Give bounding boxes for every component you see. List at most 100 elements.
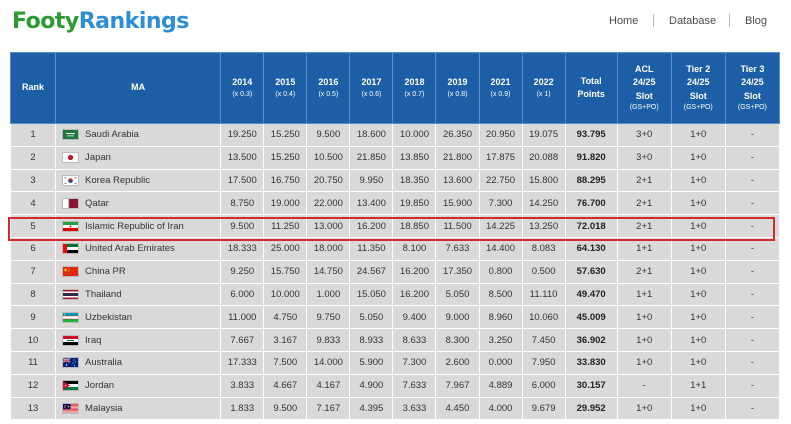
rankings-table-container: Rank MA 2014(x 0.3) 2015(x 0.4) 2016(x 0… bbox=[10, 52, 780, 424]
year-points-cell: 10.000 bbox=[264, 283, 307, 306]
country-name: Qatar bbox=[85, 198, 109, 209]
tier2-slot-cell: 1+0 bbox=[671, 397, 725, 420]
year-points-cell: 13.400 bbox=[350, 192, 393, 215]
year-points-cell: 20.750 bbox=[307, 169, 350, 192]
year-points-cell: 14.400 bbox=[479, 237, 522, 260]
year-points-cell: 9.000 bbox=[436, 306, 479, 329]
member-association-cell[interactable]: Uzbekistan bbox=[56, 306, 221, 329]
year-points-cell: 11.000 bbox=[221, 306, 264, 329]
year-points-cell: 14.225 bbox=[479, 215, 522, 238]
year-points-cell: 0.500 bbox=[522, 260, 565, 283]
year-points-cell: 9.950 bbox=[350, 169, 393, 192]
total-points-cell: 30.157 bbox=[565, 374, 617, 397]
japan-flag-icon bbox=[62, 152, 79, 163]
jordan-flag-icon bbox=[62, 380, 79, 391]
country-name: Malaysia bbox=[85, 403, 123, 414]
year-points-cell: 3.250 bbox=[479, 329, 522, 352]
tier3-slot-cell: - bbox=[725, 124, 779, 147]
total-points-cell: 36.902 bbox=[565, 329, 617, 352]
member-association-cell[interactable]: Islamic Republic of Iran bbox=[56, 215, 221, 238]
year-points-cell: 14.750 bbox=[307, 260, 350, 283]
rank-cell: 9 bbox=[11, 306, 56, 329]
site-logo[interactable]: FootyRankings bbox=[12, 9, 189, 34]
nav-home-link[interactable]: Home bbox=[609, 15, 638, 27]
acl-slot-cell: 2+1 bbox=[617, 215, 671, 238]
rank-cell: 4 bbox=[11, 192, 56, 215]
year-points-cell: 14.250 bbox=[522, 192, 565, 215]
year-points-cell: 5.050 bbox=[350, 306, 393, 329]
year-points-cell: 4.000 bbox=[479, 397, 522, 420]
year-points-cell: 4.900 bbox=[350, 374, 393, 397]
header-ma: MA bbox=[56, 53, 221, 124]
member-association-cell[interactable]: Thailand bbox=[56, 283, 221, 306]
year-points-cell: 8.750 bbox=[221, 192, 264, 215]
member-association-cell[interactable]: United Arab Emirates bbox=[56, 237, 221, 260]
rank-cell: 1 bbox=[11, 124, 56, 147]
year-points-cell: 4.889 bbox=[479, 374, 522, 397]
member-association-cell[interactable]: Korea Republic bbox=[56, 169, 221, 192]
year-points-cell: 6.000 bbox=[221, 283, 264, 306]
member-association-cell[interactable]: Saudi Arabia bbox=[56, 124, 221, 147]
year-points-cell: 9.750 bbox=[307, 306, 350, 329]
year-points-cell: 19.250 bbox=[221, 124, 264, 147]
member-association-cell[interactable]: Malaysia bbox=[56, 397, 221, 420]
rank-cell: 11 bbox=[11, 351, 56, 374]
member-association-cell[interactable]: China PR bbox=[56, 260, 221, 283]
tier2-slot-cell: 1+0 bbox=[671, 215, 725, 238]
year-points-cell: 0.800 bbox=[479, 260, 522, 283]
acl-slot-cell: 1+0 bbox=[617, 351, 671, 374]
tier3-slot-cell: - bbox=[725, 237, 779, 260]
acl-slot-cell: 1+0 bbox=[617, 397, 671, 420]
member-association-cell[interactable]: Iraq bbox=[56, 329, 221, 352]
acl-slot-cell: 1+0 bbox=[617, 329, 671, 352]
rank-cell: 2 bbox=[11, 146, 56, 169]
year-points-cell: 24.567 bbox=[350, 260, 393, 283]
year-points-cell: 8.500 bbox=[479, 283, 522, 306]
tier2-slot-cell: 1+0 bbox=[671, 124, 725, 147]
total-points-cell: 91.820 bbox=[565, 146, 617, 169]
tier3-slot-cell: - bbox=[725, 351, 779, 374]
member-association-cell[interactable]: Jordan bbox=[56, 374, 221, 397]
acl-slot-cell: 3+0 bbox=[617, 146, 671, 169]
tier3-slot-cell: - bbox=[725, 169, 779, 192]
uzbekistan-flag-icon bbox=[62, 312, 79, 323]
year-points-cell: 4.667 bbox=[264, 374, 307, 397]
year-points-cell: 18.850 bbox=[393, 215, 436, 238]
year-points-cell: 19.075 bbox=[522, 124, 565, 147]
year-points-cell: 16.750 bbox=[264, 169, 307, 192]
year-points-cell: 11.500 bbox=[436, 215, 479, 238]
year-points-cell: 19.850 bbox=[393, 192, 436, 215]
year-points-cell: 10.500 bbox=[307, 146, 350, 169]
year-points-cell: 5.900 bbox=[350, 351, 393, 374]
year-points-cell: 3.167 bbox=[264, 329, 307, 352]
header-year: 2016(x 0.5) bbox=[307, 53, 350, 124]
year-points-cell: 7.300 bbox=[393, 351, 436, 374]
nav-database-link[interactable]: Database bbox=[669, 15, 716, 27]
year-points-cell: 8.633 bbox=[393, 329, 436, 352]
member-association-cell[interactable]: Australia bbox=[56, 351, 221, 374]
rank-cell: 10 bbox=[11, 329, 56, 352]
year-points-cell: 7.633 bbox=[393, 374, 436, 397]
year-points-cell: 10.060 bbox=[522, 306, 565, 329]
nav-blog-link[interactable]: Blog bbox=[745, 15, 767, 27]
year-points-cell: 14.000 bbox=[307, 351, 350, 374]
member-association-cell[interactable]: Qatar bbox=[56, 192, 221, 215]
tier3-slot-cell: - bbox=[725, 397, 779, 420]
year-points-cell: 4.395 bbox=[350, 397, 393, 420]
member-association-cell[interactable]: Japan bbox=[56, 146, 221, 169]
